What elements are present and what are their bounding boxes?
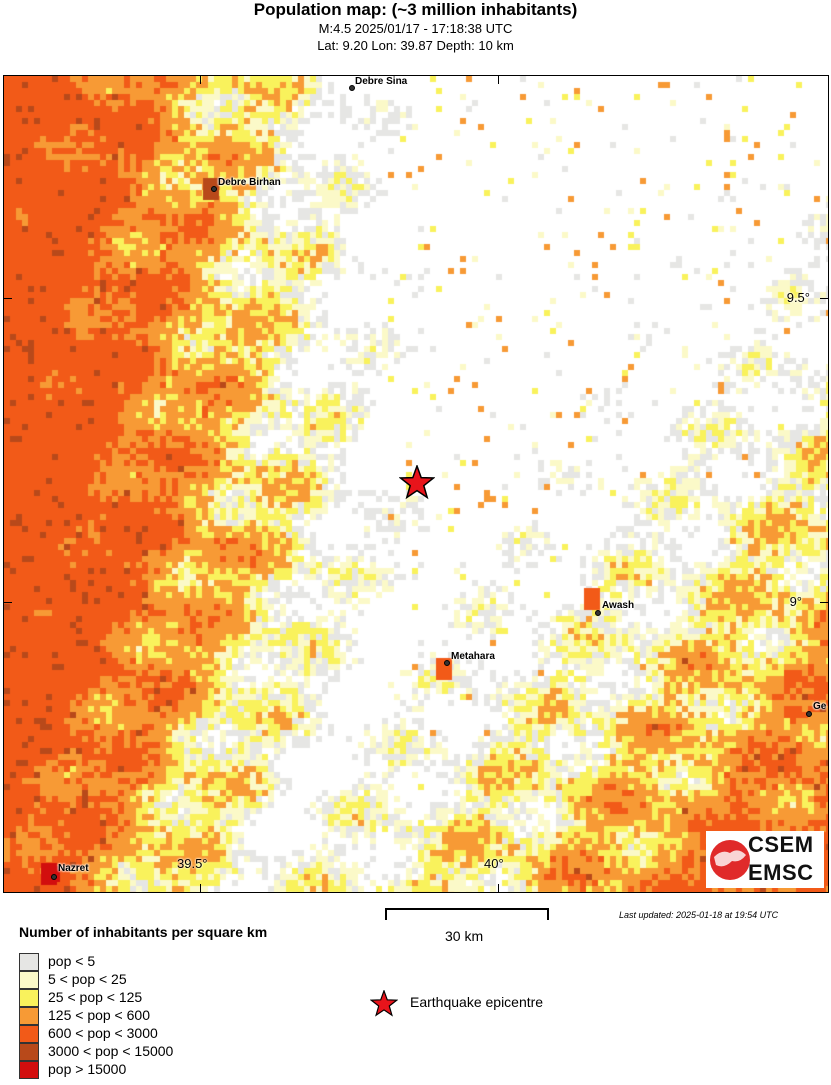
lon-tick bbox=[498, 76, 499, 84]
lat-tick bbox=[4, 298, 12, 299]
legend-label: pop < 5 bbox=[48, 953, 96, 969]
legend-label: 25 < pop < 125 bbox=[48, 989, 143, 1005]
city-label: Metahara bbox=[451, 651, 495, 662]
globe-icon bbox=[710, 840, 750, 880]
lat-label: 9.5° bbox=[786, 290, 810, 305]
legend-label: 3000 < pop < 15000 bbox=[48, 1043, 174, 1059]
legend-label: 600 < pop < 3000 bbox=[48, 1025, 158, 1041]
legend-label: 125 < pop < 600 bbox=[48, 1007, 150, 1023]
lon-tick bbox=[200, 76, 201, 84]
csem-emsc-logo: CSEM EMSC bbox=[706, 831, 824, 888]
lon-label: 39.5° bbox=[177, 856, 208, 871]
lat-tick bbox=[820, 298, 828, 299]
epicentre-legend-label: Earthquake epicentre bbox=[410, 994, 544, 1010]
event-location: Lat: 9.20 Lon: 39.87 Depth: 10 km bbox=[317, 38, 514, 53]
legend-title: Number of inhabitants per square km bbox=[19, 924, 268, 940]
legend-swatch bbox=[19, 1061, 39, 1079]
legend-label: 5 < pop < 25 bbox=[48, 971, 127, 987]
epicenter-star-icon bbox=[399, 465, 435, 500]
city-label: Ge bbox=[813, 701, 827, 712]
scale-bar-label: 30 km bbox=[445, 928, 484, 944]
city-dot bbox=[51, 874, 57, 880]
legend-swatch bbox=[19, 971, 39, 989]
lat-tick bbox=[4, 602, 12, 603]
logo-emsc: EMSC bbox=[748, 860, 814, 885]
map-title: Population map: (~3 million inhabitants) bbox=[253, 0, 578, 19]
legend-swatch bbox=[19, 953, 39, 971]
city-dot bbox=[444, 660, 450, 666]
lon-label: 40° bbox=[484, 856, 504, 871]
city-dot bbox=[595, 610, 601, 616]
legend-label: pop > 15000 bbox=[48, 1061, 127, 1077]
city-label: Debre Birhan bbox=[218, 177, 281, 188]
event-info: M:4.5 2025/01/17 - 17:18:38 UTC bbox=[318, 21, 513, 36]
city-label: Debre Sina bbox=[355, 76, 408, 87]
city-dot bbox=[211, 186, 217, 192]
city-dot bbox=[349, 85, 355, 91]
city-label: Awash bbox=[602, 600, 635, 611]
last-updated: Last updated: 2025-01-18 at 19:54 UTC bbox=[619, 910, 779, 920]
star-icon bbox=[370, 990, 398, 1017]
legend-swatch bbox=[19, 1025, 39, 1043]
lat-label: 9° bbox=[789, 594, 802, 609]
legend-swatch bbox=[19, 1007, 39, 1025]
city-label: Nazret bbox=[58, 863, 89, 874]
population-density-map: Debre Sina Debre Birhan Awash Metahara G… bbox=[3, 75, 829, 893]
lat-tick bbox=[820, 602, 828, 603]
lon-tick bbox=[498, 884, 499, 892]
lon-tick bbox=[200, 884, 201, 892]
logo-csem: CSEM bbox=[748, 832, 814, 857]
legend-swatch bbox=[19, 989, 39, 1007]
city-dot bbox=[806, 711, 812, 717]
scale-bar bbox=[385, 908, 549, 920]
legend-swatch bbox=[19, 1043, 39, 1061]
